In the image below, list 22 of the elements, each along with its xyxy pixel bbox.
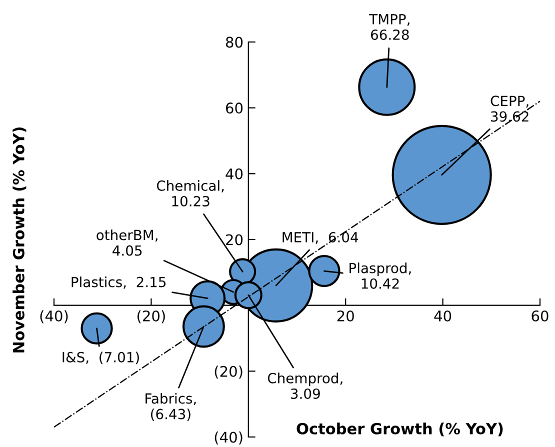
x-tick-label: (20) — [137, 310, 165, 324]
annotation: Chemprod, 3.09 — [268, 372, 342, 399]
x-tick-label: 60 — [532, 310, 548, 322]
annotation: TMPP, 66.28 — [369, 14, 410, 40]
annotation: Chemical, 10.23 — [156, 180, 224, 206]
annotation: METI, 6.04 — [282, 232, 358, 244]
annotation: I&S, (7.01) — [62, 352, 139, 364]
annotation: Fabrics, (6.43) — [146, 393, 196, 421]
y-tick-label: (40) — [214, 431, 242, 444]
x-tick-label: (40) — [40, 310, 68, 324]
x-tick-label: 40 — [434, 310, 452, 322]
y-tick-label: 20 — [226, 234, 243, 246]
annotation: Plasprod, 10.42 — [350, 262, 411, 289]
y-tick-label: 60 — [226, 102, 243, 114]
y-tick-label: 80 — [226, 36, 243, 48]
y-axis-title: November Growth (% YoY) — [12, 127, 26, 352]
x-axis-title: October Growth (% YoY) — [296, 422, 503, 436]
y-tick-label: 40 — [226, 168, 243, 180]
annotation: otherBM, 4.05 — [96, 230, 158, 256]
y-tick-label: (20) — [214, 366, 242, 379]
annotation: Plastics, 2.15 — [72, 276, 166, 289]
x-tick-label: 20 — [337, 310, 354, 322]
